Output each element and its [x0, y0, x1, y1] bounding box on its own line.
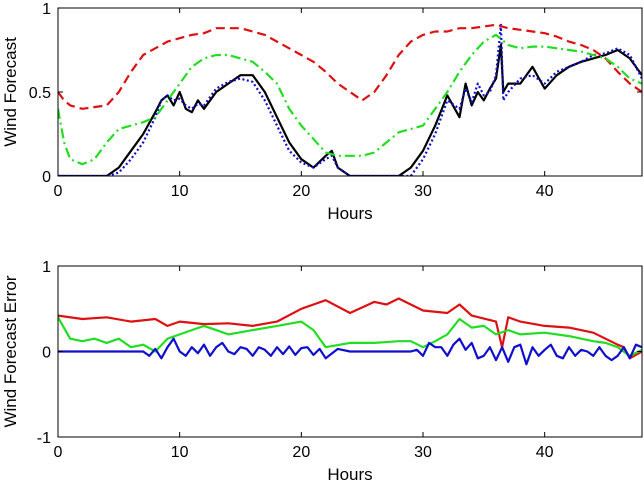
series-line-4 [58, 33, 642, 166]
chart-top: 0 10 20 30 40 0 0.5 1 Hours Wind Forecast [1, 1, 643, 223]
x-tick-label: 0 [54, 444, 63, 461]
y-tick-label: 0.5 [29, 85, 51, 102]
x-tick-label: 10 [171, 183, 189, 200]
x-tick-label: 20 [292, 444, 310, 461]
x-axis-label: Hours [327, 204, 372, 223]
y-tick-label: 1 [42, 1, 51, 18]
y-axis-label: Wind Forecast [1, 37, 20, 147]
y-axis-label: Wind Forecast Error [1, 275, 20, 427]
y-tick-label: -1 [37, 430, 51, 447]
y-tick-label: 1 [42, 259, 51, 276]
x-tick-label: 30 [414, 444, 432, 461]
plot-area [58, 23, 642, 176]
x-axis-label: Hours [327, 465, 372, 484]
series-line-3 [58, 337, 642, 366]
axes-box [57, 7, 643, 177]
series-line-2 [58, 316, 642, 357]
x-tick-label: 20 [292, 183, 310, 200]
series-line-3 [58, 23, 642, 110]
series-line-1 [58, 297, 642, 360]
x-tick-label: 40 [536, 444, 554, 461]
y-tick-label: 0 [42, 169, 51, 186]
x-tick-label: 10 [171, 444, 189, 461]
x-tick-label: 40 [536, 183, 554, 200]
series-line-2 [58, 23, 642, 176]
y-tick-label: 0 [42, 345, 51, 362]
x-tick-label: 30 [414, 183, 432, 200]
x-tick-label: 0 [54, 183, 63, 200]
plot-area [58, 297, 642, 366]
